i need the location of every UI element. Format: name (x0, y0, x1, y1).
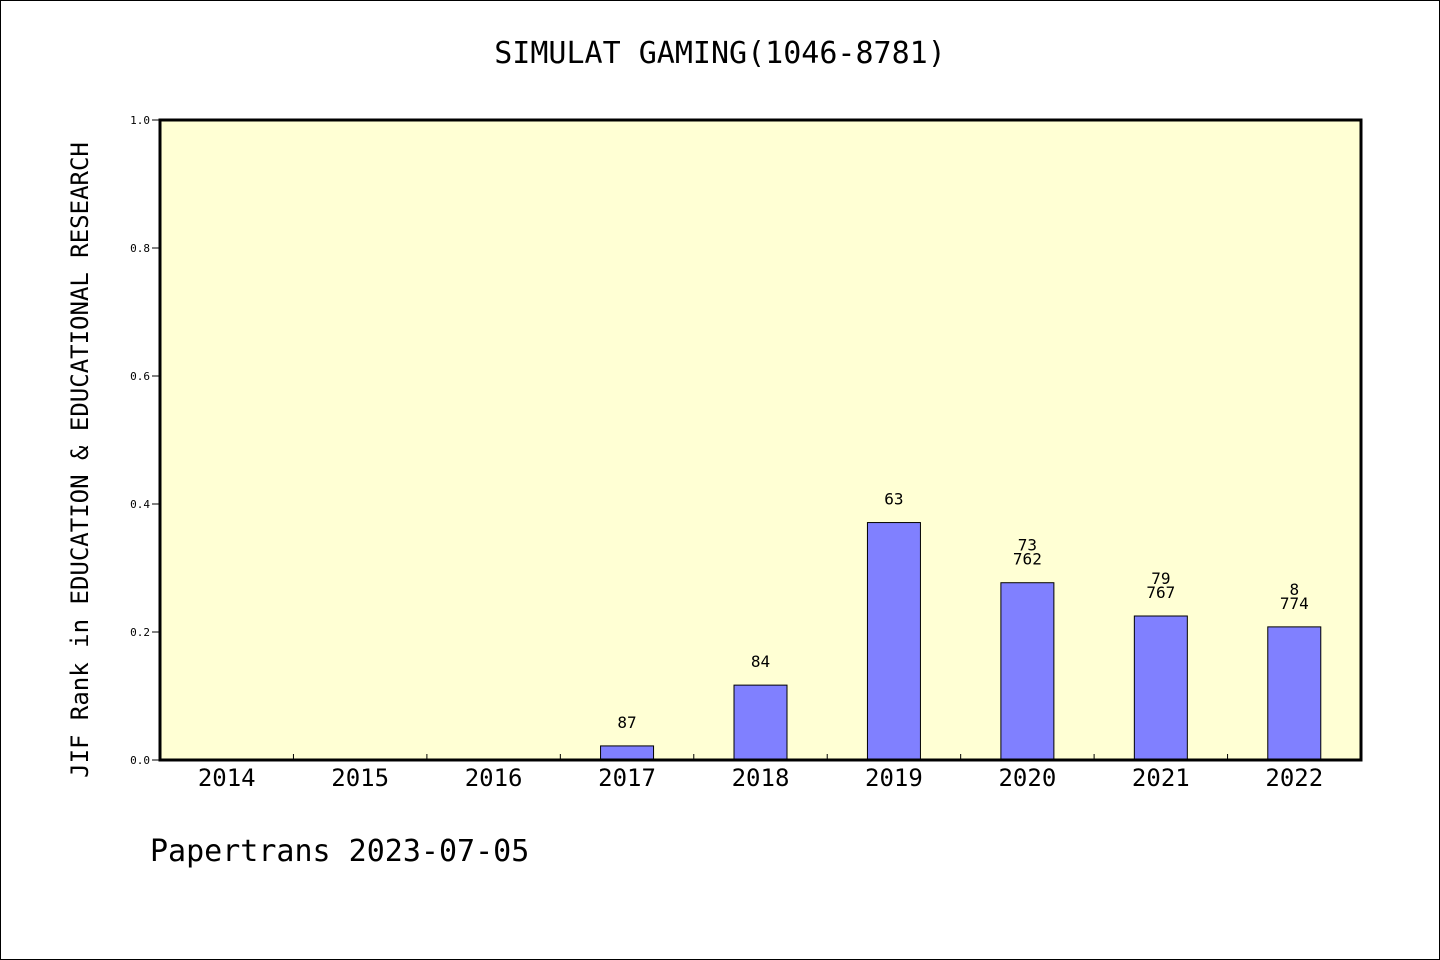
bar-2017 (600, 745, 655, 761)
y-tick-label: 0.2 (130, 626, 150, 639)
bar-label-2017: 87 (617, 713, 636, 732)
footer-note: Papertrans 2023-07-05 (150, 834, 530, 869)
bar-label-2021: 79 (1151, 569, 1170, 588)
y-tick-label: 0.8 (130, 242, 150, 255)
x-tick-label: 2016 (465, 764, 523, 792)
x-tick-label: 2019 (865, 764, 923, 792)
bar-label-2022: 8 (1289, 580, 1299, 599)
bar-label-2018: 84 (751, 652, 770, 671)
y-tick-label: 0.6 (130, 370, 150, 383)
x-tick-label: 2022 (1265, 764, 1323, 792)
bar-2022 (1267, 626, 1322, 761)
plot-border (158, 118, 1363, 762)
bar-2019 (866, 522, 921, 761)
bar-label-2022: 774 (1280, 594, 1309, 613)
bar-2021 (1133, 615, 1188, 761)
y-tick-label: 0.0 (130, 754, 150, 767)
x-tick-label: 2015 (331, 764, 389, 792)
x-tick-label: 2014 (198, 764, 256, 792)
x-tick-label: 2021 (1132, 764, 1190, 792)
x-tick-label: 2020 (998, 764, 1056, 792)
chart-title: SIMULAT GAMING(1046-8781) (494, 36, 946, 71)
bar-2020 (1000, 582, 1055, 761)
y-tick-label: 0.4 (130, 498, 150, 511)
bar-label-2019: 63 (884, 490, 903, 509)
x-tick-label: 2018 (732, 764, 790, 792)
bar-label-2020: 762 (1013, 550, 1042, 569)
y-tick-label: 1.0 (130, 114, 150, 127)
bar-label-2021: 767 (1146, 583, 1175, 602)
x-tick-label: 2017 (598, 764, 656, 792)
bar-2018 (733, 684, 788, 761)
bar-label-2020: 73 (1018, 536, 1037, 555)
